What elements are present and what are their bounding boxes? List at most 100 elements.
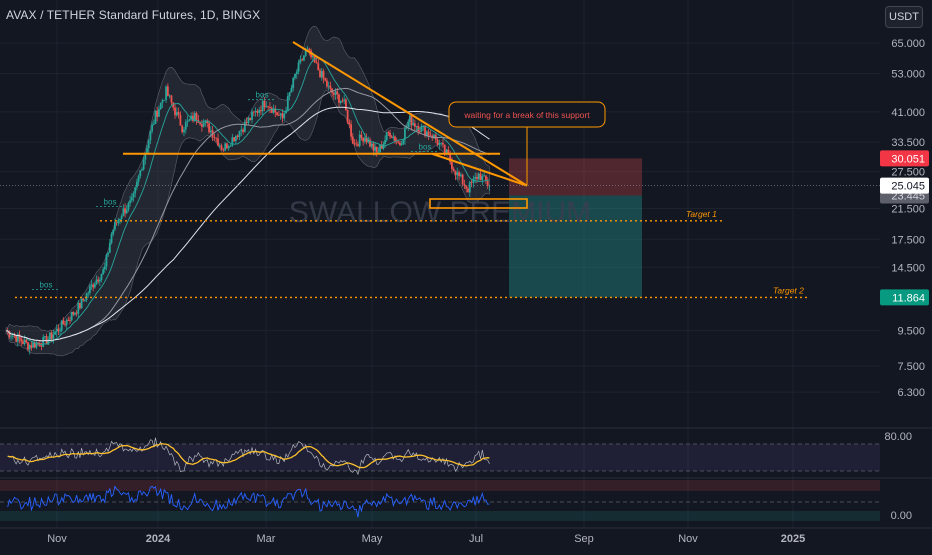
candle-body [319,70,321,78]
candle-body [417,126,420,132]
candle-body [295,71,298,75]
candle-body [107,252,110,255]
candle-body [477,173,480,180]
x-tick-label: Jul [469,533,483,545]
candle-body [172,102,175,108]
price-axis[interactable]: 65.000 53.000 41.000 33.500 27.500 21.500 17.5… [880,38,929,399]
candle-body [458,172,460,177]
candle-body [135,181,138,188]
x-tick-label: 2024 [146,533,171,545]
candle-body [174,107,176,116]
bos-label: bos [419,142,432,151]
candle-body [147,140,150,149]
candle-body [236,135,239,137]
candle-body [341,100,344,102]
candle-body [142,159,145,170]
candle-body [336,91,339,95]
candle-body [188,119,191,121]
candle-body [377,152,380,154]
candle-body [137,176,140,182]
candle-body [415,126,418,127]
candle-body [226,143,228,149]
candle-body [199,122,201,125]
resistance-trendline [292,41,528,187]
candle-body [127,203,130,210]
candle-body [200,124,203,127]
price-label-bg [880,177,929,194]
candle-body [70,311,73,321]
candle-body [213,137,216,138]
candle-body [265,106,268,108]
candle-body [254,110,257,112]
candle-body [474,176,477,179]
candle-body [382,143,385,149]
candle-body [165,86,167,100]
candle-body [486,180,489,186]
candle-body [339,100,342,103]
candle-body [290,88,293,93]
candle-body [159,102,162,110]
candle-body [297,62,300,72]
candle-body [103,266,106,270]
candle-body [40,345,43,347]
candle-body [389,132,391,137]
candle-body [447,149,450,155]
candle-body [184,122,187,130]
candle-body [260,110,262,112]
candle-body [370,143,373,147]
candle-body [166,86,169,96]
candle-body [175,112,178,116]
candle-body [15,336,18,342]
time-axis[interactable]: Nov 2024 Mar May Jul Sep Nov 2025 [0,527,932,545]
candle-body [65,319,68,325]
candle-body [233,137,236,142]
candle-body [454,170,457,176]
rsi-line [7,437,490,476]
candle-body [59,330,61,332]
candle-body [299,59,302,63]
candle-body [28,345,31,350]
candle-body [438,143,441,145]
candle-body [158,109,160,117]
candle-body [93,283,96,288]
candle-body [249,117,252,120]
candle-body [418,131,421,133]
candle-body [402,139,405,145]
price-label-bg [880,150,929,167]
candle-body [139,170,142,177]
price-label: 25.045 [891,181,925,193]
candle-body [129,200,132,204]
candle-body [117,220,120,224]
candle-body [345,99,347,111]
currency-button[interactable]: USDT [885,6,923,28]
candle-body [125,209,128,214]
candle-body [357,144,359,146]
candle-body [256,110,259,113]
candle-body [412,123,415,126]
candle-body [425,131,428,136]
candle-body [90,284,93,287]
candle-body [224,143,227,151]
candle-body [461,174,464,185]
candle-body [384,140,386,144]
bollinger-band [5,26,490,357]
candle-body [452,168,455,171]
candle-body [204,121,207,123]
candle-body [363,137,366,142]
candle-body [463,184,466,186]
candle-body [192,115,194,121]
candle-body [362,137,365,142]
candle-body [400,144,403,146]
candle-body [208,123,210,133]
y-tick-label: 65.000 [891,38,925,50]
candle-body [424,126,426,136]
candle-body [283,113,286,119]
candle-body [47,339,50,345]
y-tick-label: 7.500 [897,361,925,373]
candle-body [292,77,295,89]
candle-body [360,134,363,138]
candle-body [23,339,26,344]
candle-body [332,92,335,95]
candle-body [98,279,101,282]
